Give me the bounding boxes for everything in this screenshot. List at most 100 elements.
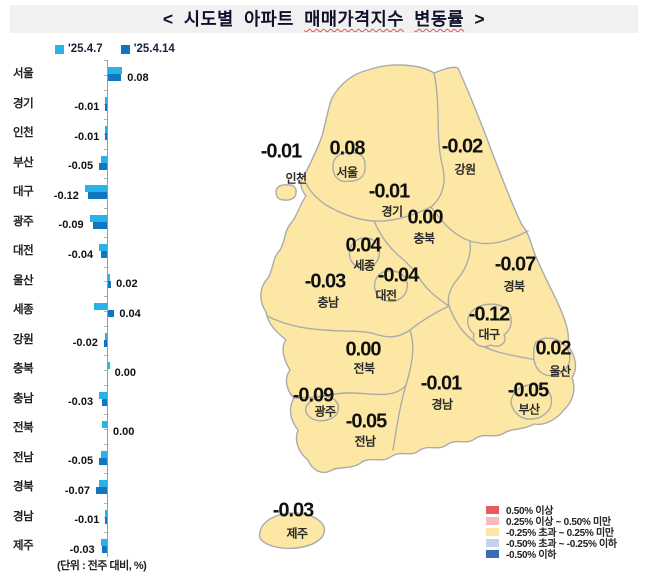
bar-value-label: 0.08 — [127, 71, 149, 84]
bar — [89, 214, 107, 222]
bar — [105, 516, 107, 524]
bar-category-label: 경남 — [13, 510, 34, 523]
map-legend-row: -0.50% 초과 ~ -0.25% 이하 — [486, 537, 617, 550]
map-value-label: 0.08 — [329, 137, 366, 160]
map-region-name: 경남 — [431, 397, 453, 412]
bar — [108, 362, 110, 369]
bar-value-label: -0.09 — [58, 219, 84, 231]
bar-category-label: 전남 — [13, 451, 34, 464]
bar — [84, 185, 107, 192]
map-legend-swatch-icon — [486, 527, 499, 536]
map-region-name: 충북 — [413, 231, 435, 246]
bar-category-label: 경기 — [13, 97, 34, 110]
week2-swatch-icon — [120, 44, 130, 54]
region-daegu — [466, 303, 512, 348]
legend-item-week1: '25.4.7 — [55, 43, 103, 55]
bar-category-label: 대구 — [13, 186, 34, 198]
map-value-label: 0.00 — [407, 206, 444, 229]
bar — [100, 251, 107, 258]
map-legend-row: -0.50% 이하 — [486, 548, 617, 561]
region-daejeon — [373, 270, 409, 303]
map-legend-row: -0.25% 초과 ~ 0.25% 미만 — [486, 526, 617, 539]
map-legend-swatch-icon — [486, 505, 499, 514]
axis-tick — [104, 310, 107, 312]
axis-tick — [104, 266, 107, 268]
bar-category-label: 세종 — [13, 304, 34, 316]
map-region-name: 전북 — [353, 361, 375, 376]
axis-tick — [104, 74, 107, 76]
map-legend-label: -0.25% 초과 ~ 0.25% 미만 — [506, 528, 614, 539]
bar-value-label: -0.07 — [64, 484, 90, 497]
map-value-label: -0.01 — [368, 180, 411, 203]
region-ulsan — [532, 337, 571, 377]
border-chungbuk-west — [373, 220, 450, 307]
map-region-name: 부산 — [518, 402, 540, 417]
map-value-label: -0.04 — [377, 264, 420, 287]
axis-tick — [104, 60, 107, 61]
map-legend-label: -0.50% 초과 ~ -0.25% 이하 — [506, 539, 617, 550]
region-bar-chart: 서울 0.08 경기 -0.01 인천 -0.01 부산 -0.05 대구 -0.12 광주 -0.0… — [0, 60, 210, 565]
map-value-label: -0.07 — [494, 253, 537, 276]
legend-item-week2: '25.4.14 — [120, 43, 175, 55]
map-region-name: 제주 — [286, 526, 308, 541]
axis-tick — [104, 384, 107, 386]
chart-legend: '25.4.7 '25.4.14 — [55, 42, 175, 56]
week2-label: '25.4.14 — [133, 43, 175, 55]
bar — [92, 221, 107, 229]
bar — [99, 457, 107, 465]
week1-label: '25.4.7 — [68, 43, 103, 55]
bar — [102, 398, 107, 406]
bar — [99, 162, 107, 170]
map-legend-swatch-icon — [486, 538, 499, 547]
bar-value-label: -0.01 — [74, 101, 100, 113]
map-legend-label: -0.50% 이하 — [506, 550, 557, 561]
map-legend-swatch-icon — [486, 549, 499, 558]
bar-value-label: -0.05 — [68, 455, 94, 467]
axis-tick — [104, 502, 107, 504]
bar-value-label: 0.02 — [116, 278, 138, 290]
chart-axis — [107, 60, 108, 557]
bar — [105, 509, 107, 517]
bar — [108, 310, 115, 317]
bar-category-label: 강원 — [13, 333, 34, 346]
region-gwangju — [304, 395, 340, 422]
bar — [100, 539, 107, 546]
map-value-label: -0.05 — [507, 379, 550, 402]
bar — [94, 303, 107, 310]
region-seoul — [332, 151, 366, 183]
bar — [108, 74, 121, 81]
bar — [99, 244, 107, 251]
axis-tick — [104, 428, 107, 430]
map-legend-swatch-icon — [486, 516, 499, 525]
axis-tick — [104, 178, 107, 179]
bar — [105, 133, 107, 140]
bar-value-label: -0.03 — [69, 543, 95, 556]
week1-swatch-icon — [55, 44, 64, 54]
map-value-label: 0.04 — [345, 234, 382, 257]
map-region-name: 경북 — [503, 279, 525, 294]
title-part2: > — [464, 9, 486, 29]
bar-value-label: 0.04 — [119, 307, 141, 320]
map-region-name: 대구 — [478, 327, 500, 342]
bar-value-label: -0.12 — [53, 189, 79, 202]
bar-category-label: 울산 — [13, 274, 34, 287]
bar — [99, 391, 107, 399]
map-legend-label: 0.25% 이상 ~ 0.50% 미만 — [506, 517, 611, 528]
bar-value-label: 0.00 — [113, 425, 135, 438]
map-region-name: 광주 — [314, 404, 336, 419]
bar-category-label: 대전 — [13, 245, 34, 257]
bar-category-label: 제주 — [13, 540, 34, 552]
unit-note: (단위 : 전주 대비, %) — [57, 560, 147, 572]
bar — [102, 546, 107, 553]
border-gyeonggi-gangwon — [430, 72, 445, 208]
map-value-label: -0.05 — [345, 410, 388, 433]
map-value-label: 0.02 — [535, 337, 572, 360]
border-jeonnam-gyeongnam — [392, 384, 407, 451]
map-region-name: 충남 — [317, 295, 339, 310]
bar-category-label: 광주 — [13, 215, 34, 228]
bar — [105, 103, 107, 111]
bar — [99, 480, 107, 487]
region-sejong — [348, 237, 381, 270]
bar-category-label: 전북 — [13, 422, 34, 434]
